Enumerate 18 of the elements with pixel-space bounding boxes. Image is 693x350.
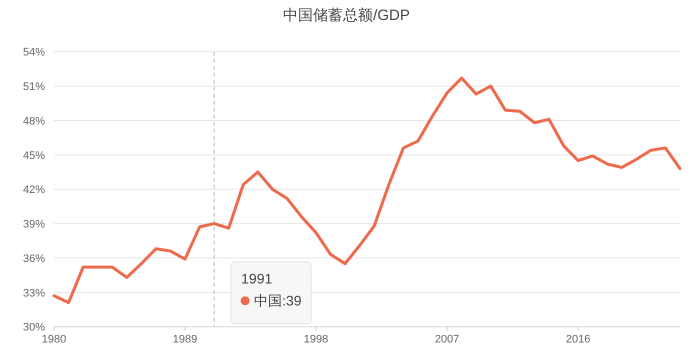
chart-title: 中国储蓄总额/GDP: [283, 7, 410, 24]
y-tick-label: 33%: [22, 287, 46, 300]
x-tick-label: 2016: [566, 334, 590, 346]
y-tick-label: 36%: [22, 252, 46, 265]
x-tick-label: 1998: [304, 334, 328, 346]
x-tick-label: 1989: [172, 334, 198, 346]
x-tick-label: 2007: [434, 334, 460, 346]
y-tick-label: 45%: [22, 150, 46, 162]
y-tick-label: 42%: [22, 184, 46, 196]
y-tick-label: 48%: [22, 115, 46, 128]
y-tick-label: 54%: [22, 46, 46, 59]
x-tick-label: 1980: [42, 334, 66, 346]
y-tick-label: 39%: [22, 218, 46, 231]
annotation: 中国:39: [254, 292, 302, 309]
annotation: 1991: [241, 270, 272, 287]
tooltip: 1991 中国:39: [230, 261, 312, 324]
y-tick-label: 51%: [22, 81, 46, 94]
y-tick-label: 30%: [22, 322, 46, 334]
